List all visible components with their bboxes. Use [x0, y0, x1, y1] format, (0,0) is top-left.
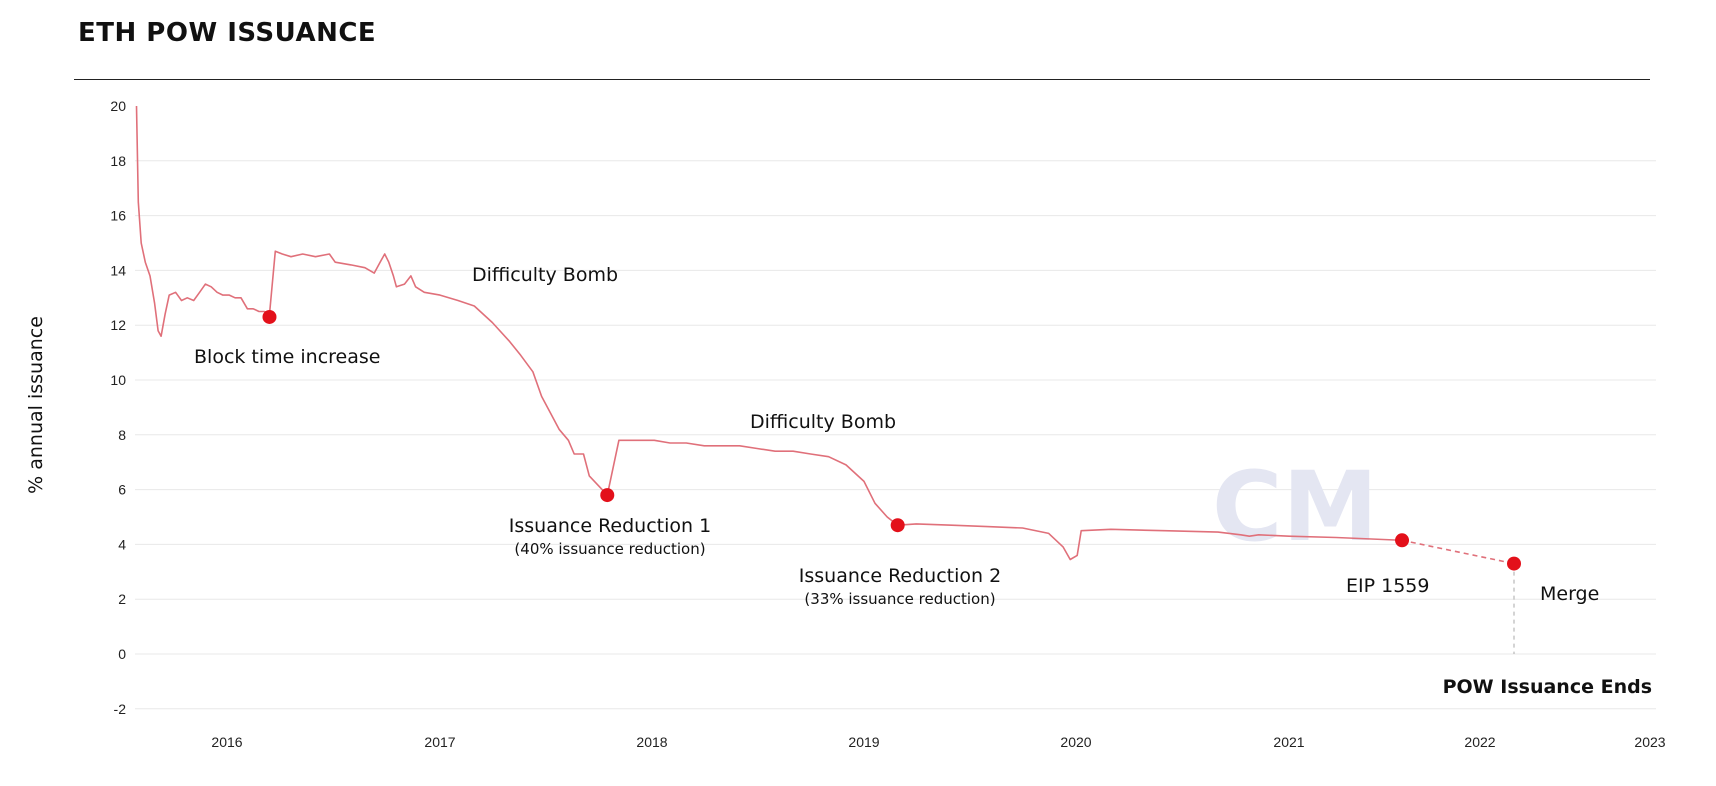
annotation-difficulty-bomb-2: Difficulty Bomb [750, 411, 896, 433]
y-tick-label-10: 0 [118, 646, 126, 662]
event-marker-0 [262, 309, 277, 324]
y-tick-label-9: 2 [118, 591, 126, 607]
y-tick-label-8: 4 [118, 536, 126, 552]
x-tick-label-5: 2021 [1273, 734, 1304, 750]
event-label-block-time: Block time increase [194, 346, 380, 368]
x-tick-label-3: 2019 [848, 734, 879, 750]
y-tick-label-1: 18 [110, 153, 126, 169]
x-axis-ticks: 2016 2017 2018 2019 2020 2021 2022 2023 [211, 734, 1665, 750]
title-divider [74, 79, 1650, 80]
x-tick-label-2: 2018 [636, 734, 667, 750]
y-tick-label-6: 8 [118, 427, 126, 443]
y-tick-label-7: 6 [118, 482, 126, 498]
y-tick-label-0: 20 [110, 98, 126, 114]
event-sublabel-reduction-2: (33% issuance reduction) [804, 590, 995, 608]
event-label-merge: Merge [1540, 583, 1599, 605]
y-tick-label-11: -2 [114, 701, 127, 717]
series-lines [135, 105, 1515, 654]
watermark-logo: CM [1212, 451, 1378, 563]
annotation-pow-issuance-ends: POW Issuance Ends [1443, 676, 1652, 698]
y-tick-label-5: 10 [110, 372, 126, 388]
x-tick-label-0: 2016 [211, 734, 242, 750]
event-label-reduction-2: Issuance Reduction 2 [799, 565, 1001, 587]
x-tick-label-7: 2023 [1634, 734, 1665, 750]
event-label-reduction-1: Issuance Reduction 1 [509, 515, 711, 537]
event-sublabel-reduction-1: (40% issuance reduction) [514, 540, 705, 558]
y-tick-label-3: 14 [110, 262, 126, 278]
series-line-issuance [135, 105, 1403, 561]
x-tick-label-1: 2017 [424, 734, 455, 750]
chart-grid [135, 160, 1656, 710]
annotation-difficulty-bomb-1: Difficulty Bomb [472, 264, 618, 286]
x-tick-label-4: 2020 [1060, 734, 1091, 750]
event-marker-1 [600, 488, 615, 503]
series-line-projection [1401, 539, 1515, 565]
y-tick-label-4: 12 [110, 317, 126, 333]
event-marker-2 [890, 518, 905, 533]
event-marker-3 [1395, 533, 1410, 548]
x-tick-label-6: 2022 [1464, 734, 1495, 750]
event-marker-4 [1507, 556, 1521, 571]
page-title: ETH POW ISSUANCE [78, 18, 377, 48]
event-label-eip-1559: EIP 1559 [1346, 575, 1429, 597]
y-axis-label: % annual issuance [25, 316, 47, 494]
y-tick-label-2: 16 [110, 208, 126, 224]
event-markers [262, 309, 1521, 571]
annotations: Difficulty Bomb Difficulty Bomb Block ti… [194, 264, 1652, 698]
